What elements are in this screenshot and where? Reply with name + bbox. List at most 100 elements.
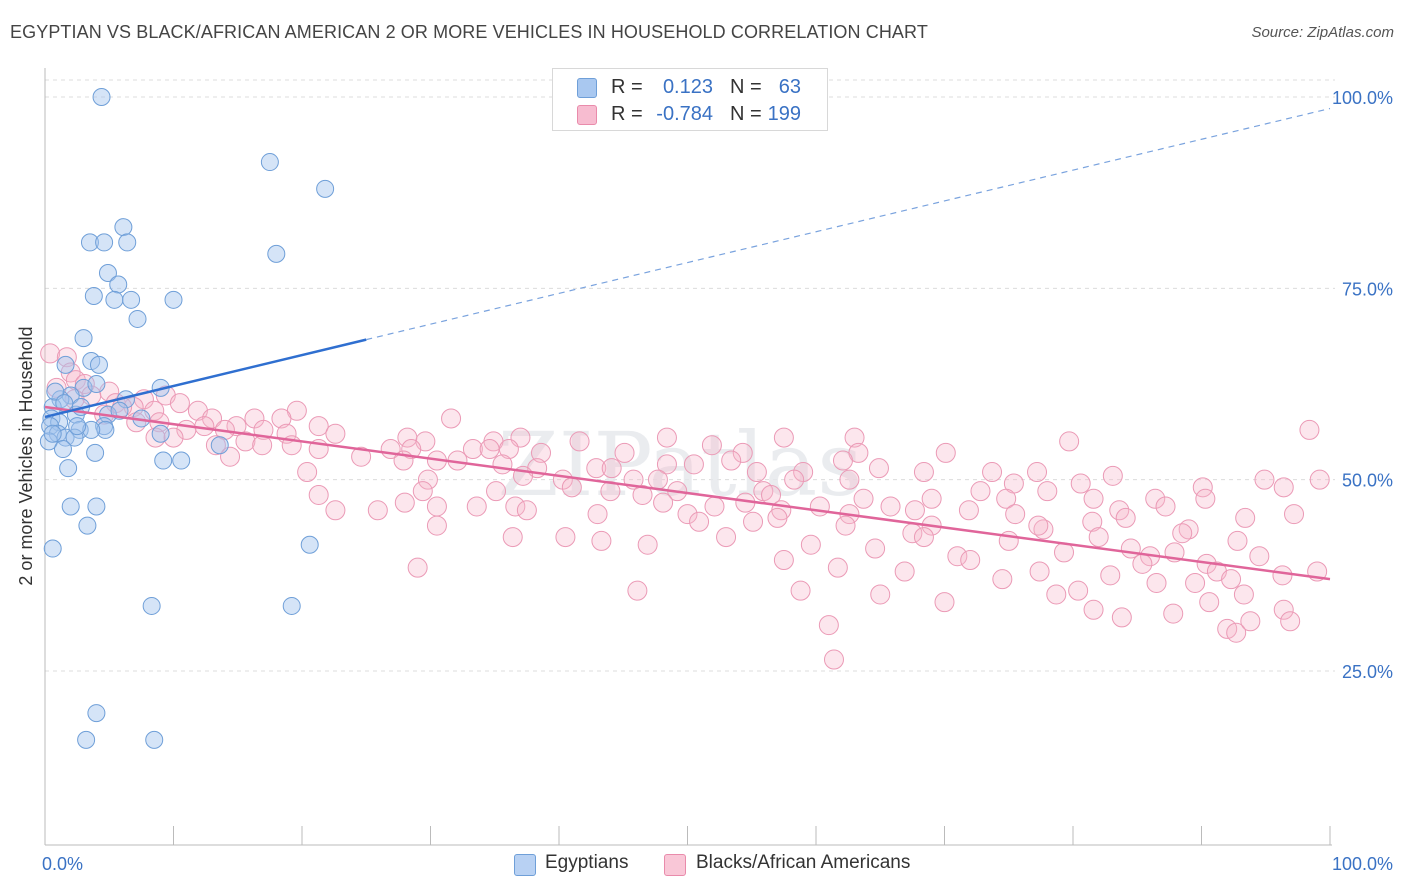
point-blacks: [56, 347, 77, 368]
point-blacks: [1037, 481, 1058, 502]
point-blacks: [627, 580, 648, 601]
point-blacks: [823, 649, 844, 670]
point-egyptians: [65, 428, 84, 447]
point-blacks: [1195, 488, 1216, 509]
point-blacks: [308, 484, 329, 505]
point-blacks: [325, 423, 346, 444]
point-blacks: [835, 515, 856, 536]
r-value: -0.784: [656, 103, 713, 125]
point-blacks: [466, 496, 487, 517]
series-legend: Egyptians Blacks/African Americans: [0, 852, 1406, 878]
point-blacks: [934, 592, 955, 613]
point-blacks: [868, 458, 889, 479]
point-egyptians: [260, 153, 279, 172]
point-blacks: [1068, 580, 1089, 601]
point-blacks: [656, 427, 677, 448]
point-blacks: [1280, 611, 1301, 632]
point-blacks: [412, 481, 433, 502]
point-blacks: [1299, 419, 1320, 440]
point-blacks: [1115, 507, 1136, 528]
point-egyptians: [164, 290, 183, 309]
point-egyptians: [87, 375, 106, 393]
point-blacks: [1273, 599, 1294, 620]
point-blacks: [880, 496, 901, 517]
tick-labels: 25.0% 50.0% 75.0% 100.0% 0.0% 100.0%: [42, 88, 1393, 874]
point-blacks: [656, 454, 677, 475]
point-blacks: [1100, 565, 1121, 586]
gridlines: [45, 79, 1335, 672]
point-blacks: [996, 488, 1017, 509]
point-egyptians: [172, 451, 191, 470]
legend-swatch-egyptians[interactable]: [514, 854, 536, 876]
point-blacks: [853, 488, 874, 509]
legend-label-blacks[interactable]: Blacks/African Americans: [696, 852, 911, 873]
trend-lines: [44, 107, 1331, 581]
point-blacks: [40, 343, 61, 364]
y-tick-label: 100.0%: [1332, 88, 1393, 108]
point-egyptians: [53, 440, 72, 459]
point-blacks: [235, 431, 256, 452]
point-blacks: [992, 569, 1013, 590]
source-label: Source: ZipAtlas.com: [1251, 24, 1394, 41]
point-egyptians: [59, 459, 78, 478]
point-blacks: [123, 396, 144, 417]
point-egyptians: [282, 596, 301, 615]
point-egyptians: [43, 424, 62, 443]
legend-label-egyptians[interactable]: Egyptians: [545, 852, 629, 873]
point-blacks: [704, 496, 725, 517]
point-egyptians: [86, 443, 105, 462]
point-blacks: [732, 442, 753, 463]
x-tick-label: 100.0%: [1332, 854, 1393, 874]
point-blacks: [614, 442, 635, 463]
point-egyptians: [74, 329, 93, 348]
point-egyptians: [154, 451, 173, 470]
point-blacks: [647, 469, 668, 490]
point-blacks: [773, 550, 794, 571]
point-blacks: [505, 496, 526, 517]
legend-swatch-blue: [577, 78, 597, 98]
n-value: 199: [767, 103, 801, 125]
point-egyptians: [110, 401, 129, 420]
point-blacks: [1145, 488, 1166, 509]
point-blacks: [1046, 584, 1067, 605]
point-blacks: [1233, 584, 1254, 605]
point-blacks: [865, 538, 886, 559]
point-blacks: [904, 500, 925, 521]
point-blacks: [1054, 542, 1075, 563]
point-egyptians: [105, 290, 124, 309]
point-blacks: [839, 469, 860, 490]
point-blacks: [586, 458, 607, 479]
point-egyptians: [68, 417, 87, 436]
point-blacks: [426, 496, 447, 517]
trend-line-egyptians-extended: [366, 107, 1331, 341]
point-egyptians: [87, 704, 106, 723]
point-egyptians: [92, 88, 111, 106]
point-egyptians: [84, 286, 103, 305]
point-egyptians: [96, 420, 115, 439]
point-blacks: [689, 511, 710, 532]
point-blacks: [721, 450, 742, 471]
point-blacks: [1235, 507, 1256, 528]
point-blacks: [561, 477, 582, 498]
point-blacks: [1027, 462, 1048, 483]
point-blacks: [1240, 611, 1261, 632]
point-blacks: [935, 442, 956, 463]
chart-title: EGYPTIAN VS BLACK/AFRICAN AMERICAN 2 OR …: [10, 22, 928, 42]
legend-swatch-blacks[interactable]: [664, 854, 686, 876]
point-blacks: [784, 469, 805, 490]
x-tick-label: 0.0%: [42, 854, 83, 874]
point-blacks: [790, 580, 811, 601]
watermark: ZIPatlas: [498, 413, 863, 516]
data-points: [39, 88, 1330, 749]
point-blacks: [297, 462, 318, 483]
point-blacks: [743, 511, 764, 532]
point-blacks: [601, 458, 622, 479]
point-blacks: [832, 450, 853, 471]
point-blacks: [194, 416, 215, 437]
y-tick-label: 50.0%: [1342, 471, 1393, 491]
point-blacks: [555, 527, 576, 548]
point-blacks: [960, 550, 981, 571]
point-blacks: [913, 462, 934, 483]
point-egyptians: [82, 420, 101, 439]
point-egyptians: [80, 233, 99, 252]
